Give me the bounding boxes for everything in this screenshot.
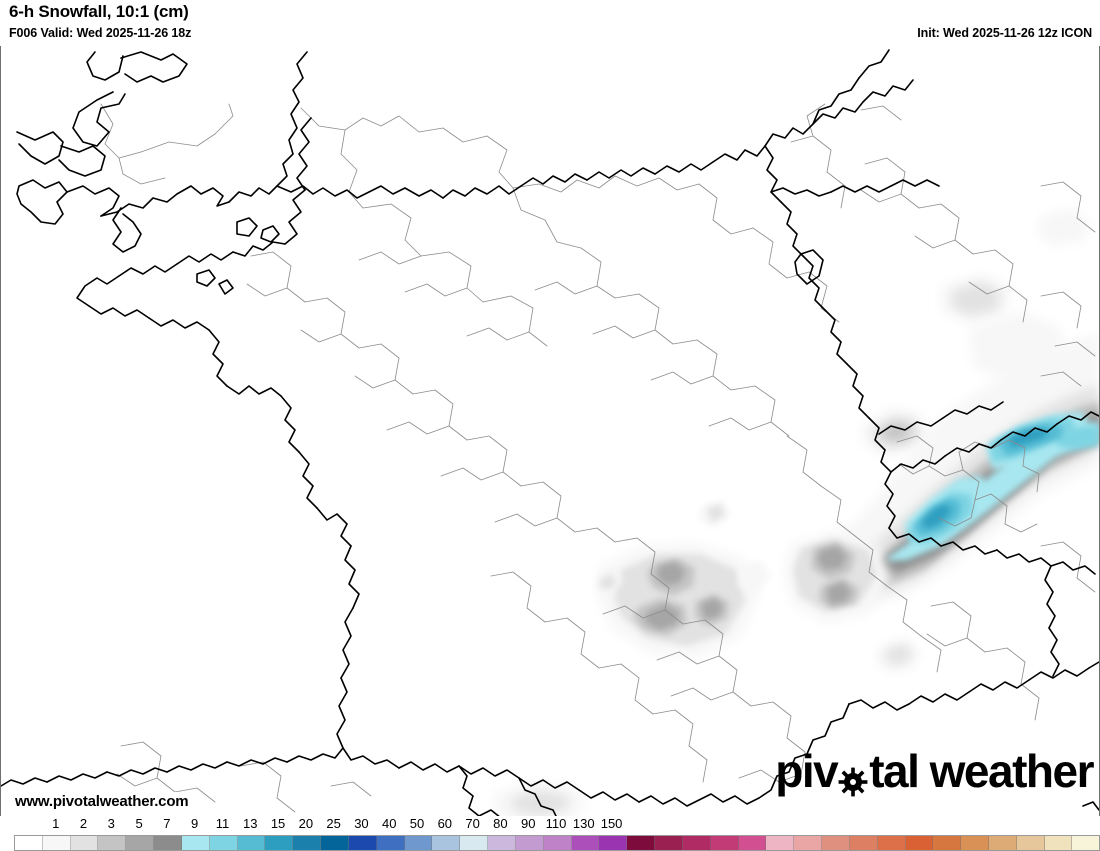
colorbar-tick-label: 150 xyxy=(600,816,623,831)
init-time-label: Init: Wed 2025-11-26 12z ICON xyxy=(917,26,1092,40)
colorbar-tick-label: 130 xyxy=(572,816,595,831)
colorbar-tick-label: 11 xyxy=(215,816,230,831)
valid-time-label: F006 Valid: Wed 2025-11-26 18z xyxy=(9,26,192,40)
colorbar-tick-label: 60 xyxy=(437,816,453,831)
colorbar-swatch xyxy=(348,836,377,850)
colorbar-tick-label: 90 xyxy=(520,816,536,831)
colorbar-tick-label: 3 xyxy=(107,816,115,831)
colorbar-tick-label: 1 xyxy=(52,816,60,831)
colorbar-swatch xyxy=(265,836,294,850)
colorbar-swatch xyxy=(376,836,405,850)
colorbar-tick-label: 25 xyxy=(326,816,341,831)
colorbar-tick-label: 2 xyxy=(79,816,88,831)
colorbar-swatch xyxy=(237,836,266,850)
country-borders xyxy=(1,49,1099,816)
colorbar-swatch xyxy=(822,836,850,850)
colorbar-tick-label: 9 xyxy=(191,816,199,831)
colorbar: 1 2 3 5 7 9 11 13 15 20 25 30 40 50 60 70 80 90 110 130 150 xyxy=(0,816,1100,851)
gear-snowflake-icon xyxy=(838,758,868,797)
alps-peak-core xyxy=(921,428,1047,529)
colorbar-swatch xyxy=(794,836,823,850)
colorbar-swatch xyxy=(432,836,461,850)
colorbar-swatch xyxy=(627,836,656,850)
logo-text-part1: piv xyxy=(775,745,838,797)
colorbar-swatch xyxy=(293,836,322,850)
colorbar-tick-label: 40 xyxy=(381,816,397,831)
colorbar-tick-label: 20 xyxy=(298,816,314,831)
colorbar-swatch xyxy=(321,836,349,850)
map-canvas[interactable]: piv xyxy=(0,45,1100,817)
colorbar-tick-label: 7 xyxy=(163,816,171,831)
colorbar-swatch xyxy=(15,836,43,850)
colorbar-swatches xyxy=(14,835,1100,851)
admin-boundaries xyxy=(100,103,1096,813)
colorbar-swatch xyxy=(154,836,182,850)
faint-ne-cells xyxy=(875,208,1091,672)
colorbar-swatch xyxy=(126,836,155,850)
colorbar-swatch xyxy=(1044,836,1073,850)
colorbar-tick-labels: 1 2 3 5 7 9 11 13 15 20 25 30 40 50 60 70 80 90 110 130 150 xyxy=(0,816,1100,834)
cevennes-gray xyxy=(793,538,877,612)
map-header: 6-h Snowfall, 10:1 (cm) F006 Valid: Wed … xyxy=(0,0,1100,46)
map-graphic xyxy=(1,46,1099,816)
logo-text-part2: tal weather xyxy=(869,745,1094,797)
colorbar-swatch xyxy=(766,836,795,850)
colorbar-tick-label: 50 xyxy=(409,816,425,831)
colorbar-tick-label: 70 xyxy=(465,816,480,831)
alps-gray-ne xyxy=(969,312,1063,382)
page-title: 6-h Snowfall, 10:1 (cm) xyxy=(9,2,189,21)
colorbar-tick-label: 110 xyxy=(545,816,567,831)
colorbar-tick-label: 80 xyxy=(493,816,508,831)
colorbar-swatch xyxy=(849,836,878,850)
colorbar-swatch xyxy=(599,836,628,850)
colorbar-swatch xyxy=(209,836,238,850)
colorbar-swatch xyxy=(515,836,544,850)
massif-central-core xyxy=(645,562,723,630)
colorbar-tick-label: 15 xyxy=(270,816,286,831)
scattered-light-cells xyxy=(597,500,771,594)
colorbar-swatch xyxy=(1072,836,1100,850)
colorbar-swatch xyxy=(988,836,1017,850)
colorbar-swatch xyxy=(488,836,516,850)
colorbar-swatch xyxy=(460,836,489,850)
snowfall-field xyxy=(493,208,1099,816)
colorbar-swatch xyxy=(98,836,127,850)
colorbar-swatch xyxy=(543,836,572,850)
colorbar-swatch xyxy=(961,836,989,850)
pivotal-weather-logo: piv xyxy=(775,745,1094,797)
colorbar-tick-label: 30 xyxy=(354,816,369,831)
colorbar-swatch xyxy=(738,836,767,850)
black-forest-trace xyxy=(941,274,1011,324)
colorbar-swatch xyxy=(42,836,71,850)
colorbar-tick-label: 5 xyxy=(135,816,143,831)
cevennes-core xyxy=(817,546,851,604)
colorbar-swatch xyxy=(682,836,711,850)
colorbar-swatch xyxy=(655,836,683,850)
colorbar-swatch xyxy=(877,836,906,850)
colorbar-swatch xyxy=(905,836,934,850)
colorbar-swatch xyxy=(70,836,99,850)
colorbar-swatch xyxy=(1016,836,1045,850)
colorbar-swatch xyxy=(404,836,433,850)
colorbar-tick-label: 13 xyxy=(243,816,258,831)
colorbar-swatch xyxy=(571,836,600,850)
colorbar-swatch xyxy=(933,836,962,850)
colorbar-swatch xyxy=(181,836,210,850)
colorbar-swatch xyxy=(710,836,739,850)
site-url[interactable]: www.pivotalweather.com xyxy=(1,792,197,811)
